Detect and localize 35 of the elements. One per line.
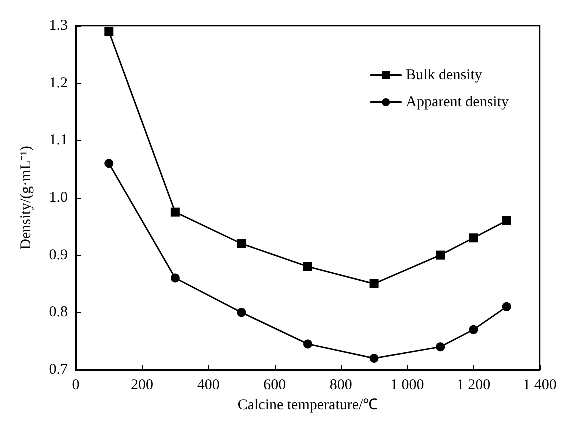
- point: [502, 302, 512, 312]
- x-tick-label: 1 200: [456, 378, 491, 394]
- x-tick-label: 600: [264, 378, 286, 394]
- point: [237, 239, 246, 248]
- y-tick-label: 1.0: [49, 190, 68, 206]
- point: [170, 274, 180, 283]
- point: [436, 342, 446, 352]
- point: [370, 354, 379, 364]
- point: [436, 250, 446, 260]
- point: [370, 280, 379, 288]
- x-tick-label: 1 400: [523, 378, 557, 394]
- legend-label: Bulk density: [406, 68, 483, 84]
- x-tick-label: 800: [330, 378, 352, 394]
- point: [170, 208, 180, 217]
- y-tick-label: 0.8: [49, 304, 68, 321]
- y-axis-title: Density/(g·mL⁻¹): [18, 146, 34, 250]
- point: [104, 159, 114, 168]
- point: [237, 308, 246, 318]
- point: [502, 216, 512, 226]
- x-axis-title: Calcine temperature/℃: [238, 398, 378, 414]
- x-tick-label: 200: [131, 378, 154, 394]
- y-tick-label: 1.1: [49, 132, 68, 149]
- y-tick-label: 0.9: [49, 247, 68, 264]
- point: [469, 234, 478, 243]
- legend-label: Apparent density: [406, 94, 510, 110]
- y-tick-label: 1.2: [49, 75, 68, 92]
- x-tick-label: 1 000: [390, 378, 424, 394]
- point: [469, 325, 478, 334]
- y-tick-label: 1.3: [49, 18, 68, 34]
- x-tick-label: 400: [197, 378, 220, 394]
- point: [304, 262, 312, 272]
- y-tick-label: 0.7: [49, 362, 68, 378]
- x-tick-label: 0: [72, 378, 80, 394]
- point: [104, 27, 114, 36]
- point: [304, 340, 312, 349]
